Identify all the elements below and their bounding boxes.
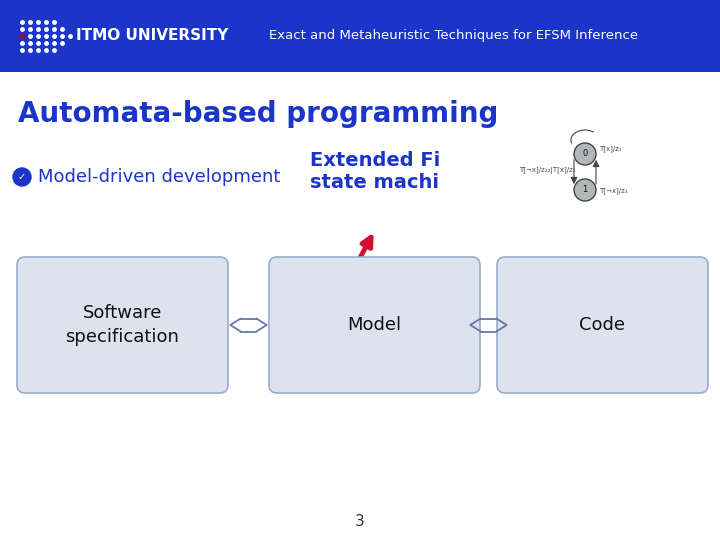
Text: Extended Fi: Extended Fi [310,151,440,170]
Text: Model-driven development: Model-driven development [38,168,280,186]
Text: T[x]/z₁: T[x]/z₁ [599,145,621,152]
Text: Code: Code [580,316,626,334]
Bar [0,0,720,72]
Text: Software
specification: Software specification [66,304,179,346]
FancyBboxPatch shape [497,257,708,393]
Text: ITMO UNIVERSITY: ITMO UNIVERSITY [76,29,228,44]
Text: 0: 0 [582,150,588,159]
Circle shape [574,143,596,165]
Text: Automata-based programming: Automata-based programming [18,100,498,128]
Text: 1: 1 [582,186,588,194]
Circle shape [13,168,31,186]
Text: T[¬x]/z₂₂|T[x]/z₁: T[¬x]/z₂₂|T[x]/z₁ [519,167,575,174]
FancyBboxPatch shape [269,257,480,393]
Text: 3: 3 [355,515,365,530]
Text: Model: Model [348,316,402,334]
Text: ✓: ✓ [18,172,26,182]
Text: T[¬x]/z₃: T[¬x]/z₃ [599,187,628,194]
FancyBboxPatch shape [17,257,228,393]
Text: Exact and Metaheuristic Techniques for EFSM Inference: Exact and Metaheuristic Techniques for E… [269,30,638,43]
Circle shape [574,179,596,201]
Text: state machi: state machi [310,172,439,192]
